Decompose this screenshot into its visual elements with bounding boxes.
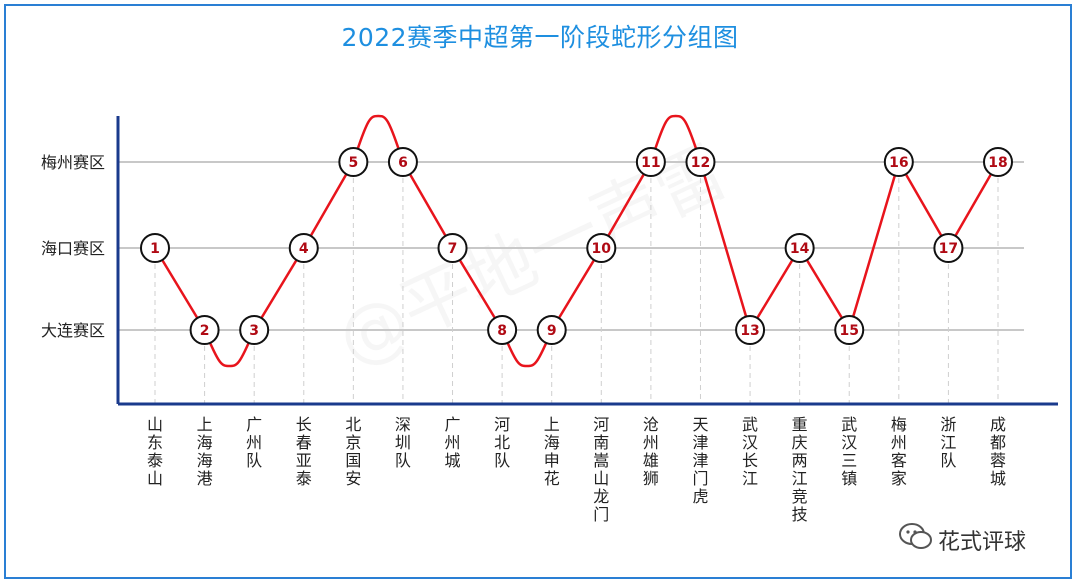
team-label: 天津津门虎 bbox=[692, 415, 708, 506]
rank-marker bbox=[140, 233, 170, 263]
rank-label: 10 bbox=[592, 241, 612, 257]
rank-marker bbox=[735, 315, 766, 345]
rank-label: 6 bbox=[398, 155, 408, 171]
team-label: 长春亚泰 bbox=[296, 415, 312, 488]
rank-label: 17 bbox=[939, 241, 958, 257]
rank-marker bbox=[933, 233, 964, 263]
brand-label: 花式评球 bbox=[938, 530, 1027, 555]
team-label: 上海申花 bbox=[544, 415, 560, 488]
team-label: 武汉三镇 bbox=[841, 415, 857, 488]
rank-label: 5 bbox=[348, 155, 358, 171]
rank-marker bbox=[487, 315, 518, 345]
rank-label: 11 bbox=[641, 155, 660, 171]
rank-marker bbox=[586, 233, 617, 263]
rank-marker bbox=[635, 147, 666, 177]
rank-marker bbox=[239, 315, 270, 345]
rank-label: 15 bbox=[839, 323, 858, 339]
team-label: 广州队 bbox=[246, 415, 262, 470]
team-label: 沧州雄狮 bbox=[643, 415, 659, 488]
rank-marker bbox=[536, 315, 567, 345]
team-label: 浙江队 bbox=[940, 415, 956, 470]
rank-label: 9 bbox=[547, 323, 557, 339]
rank-marker bbox=[189, 315, 220, 345]
rank-marker bbox=[288, 233, 319, 263]
rank-label: 8 bbox=[497, 323, 507, 339]
rank-label: 12 bbox=[691, 155, 710, 171]
team-label: 武汉长江 bbox=[742, 415, 758, 488]
rank-label: 13 bbox=[740, 323, 759, 339]
team-label: 河南嵩山龙门 bbox=[593, 415, 609, 524]
rank-label: 3 bbox=[249, 323, 259, 339]
rank-label: 7 bbox=[448, 241, 458, 257]
rank-marker bbox=[983, 147, 1013, 177]
wechat-icon bbox=[899, 523, 932, 549]
rank-label: 1 bbox=[150, 241, 160, 257]
rank-marker bbox=[784, 233, 815, 263]
rank-label: 18 bbox=[988, 155, 1007, 171]
rank-label: 16 bbox=[889, 155, 908, 171]
team-label: 上海海港 bbox=[197, 415, 213, 488]
rank-marker bbox=[834, 315, 865, 345]
chart-title: 2022赛季中超第一阶段蛇形分组图 bbox=[341, 23, 739, 52]
rank-label: 14 bbox=[790, 241, 810, 257]
rank-marker bbox=[338, 147, 369, 177]
rank-marker bbox=[685, 147, 716, 177]
y-tick-label: 大连赛区 bbox=[41, 321, 105, 340]
rank-label: 4 bbox=[299, 241, 309, 257]
team-label: 深圳队 bbox=[395, 415, 411, 470]
team-label: 成都蓉城 bbox=[990, 415, 1006, 488]
team-label: 梅州客家 bbox=[891, 415, 907, 488]
team-label: 广州城 bbox=[445, 415, 461, 470]
rank-marker bbox=[387, 147, 418, 177]
team-label: 河北队 bbox=[494, 415, 510, 470]
team-label: 北京国安 bbox=[345, 415, 361, 488]
rank-label: 2 bbox=[200, 323, 210, 339]
rank-marker bbox=[437, 233, 468, 263]
snake-line bbox=[153, 114, 1000, 368]
y-tick-label: 梅州赛区 bbox=[41, 153, 105, 172]
team-label: 重庆两江竞技 bbox=[792, 415, 808, 524]
team-label: 山东泰山 bbox=[147, 415, 163, 488]
rank-marker bbox=[883, 147, 914, 177]
y-tick-label: 海口赛区 bbox=[41, 239, 105, 258]
